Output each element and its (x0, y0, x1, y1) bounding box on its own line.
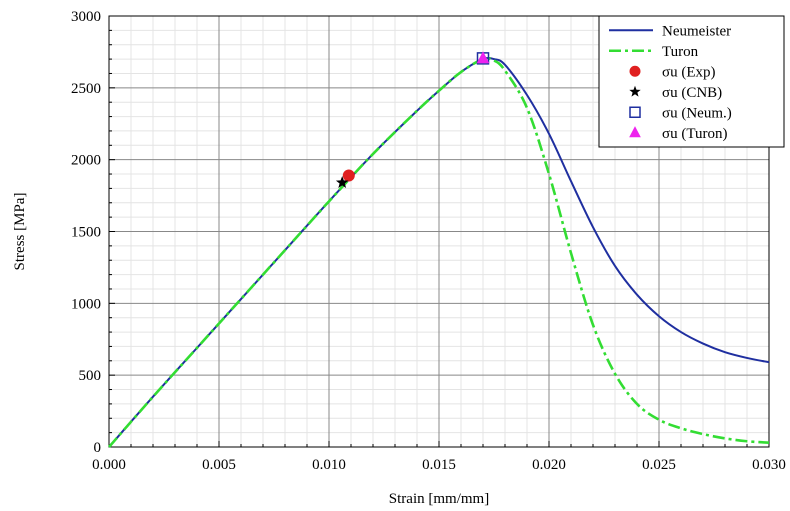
x-axis-label: Strain [mm/mm] (389, 491, 489, 507)
legend-entry: Neumeister (609, 23, 731, 39)
legend-swatch (629, 106, 641, 118)
y-tick-label: 1500 (71, 225, 101, 241)
legend-label: Neumeister (662, 23, 731, 39)
y-tick-label: 500 (79, 368, 102, 384)
marker-triangle (476, 51, 490, 64)
series-line-neumeister (108, 56, 770, 448)
legend: Neumeister Turon σu (Exp) σu (CNB) σu (Neum.… (598, 15, 785, 148)
legend-entry: σu (Turon) (629, 126, 727, 142)
x-axis-ticks: 0.000 0.005 0.010 0.015 0.020 0.025 0.030 (92, 441, 786, 473)
y-tick-label: 2000 (71, 153, 101, 169)
legend-entry: σu (Neum.) (629, 105, 732, 121)
legend-entry: Turon (609, 44, 699, 60)
y-tick-label: 2500 (71, 81, 101, 97)
legend-swatch (629, 65, 641, 77)
x-tick-label: 0.000 (92, 457, 126, 473)
y-axis-ticks: 0 500 1000 1500 2000 2500 3000 (71, 9, 115, 456)
y-tick-label: 0 (94, 440, 102, 456)
legend-swatch (629, 85, 641, 97)
marker-circle (342, 169, 355, 182)
x-tick-label: 0.015 (422, 457, 456, 473)
legend-box (598, 15, 785, 148)
series-line-turon (108, 56, 770, 448)
major-grid (109, 16, 769, 447)
legend-entry: σu (CNB) (629, 85, 722, 101)
legend-swatch (629, 126, 641, 138)
legend-label: σu (Neum.) (662, 105, 732, 121)
x-tick-label: 0.030 (752, 457, 786, 473)
y-tick-label: 1000 (71, 296, 101, 312)
x-tick-label: 0.005 (202, 457, 236, 473)
legend-label: σu (Turon) (662, 126, 727, 142)
y-tick-label: 3000 (71, 9, 101, 25)
legend-entry: σu (Exp) (629, 64, 716, 80)
x-tick-label: 0.010 (312, 457, 346, 473)
legend-label: σu (CNB) (662, 85, 722, 101)
data-markers (335, 51, 490, 188)
y-axis-label: Stress [MPa] (12, 193, 28, 271)
x-tick-label: 0.020 (532, 457, 566, 473)
legend-label: Turon (662, 44, 699, 60)
x-tick-label: 0.025 (642, 457, 676, 473)
series-lines (108, 56, 770, 448)
legend-label: σu (Exp) (662, 64, 716, 80)
marker-star (335, 176, 349, 188)
